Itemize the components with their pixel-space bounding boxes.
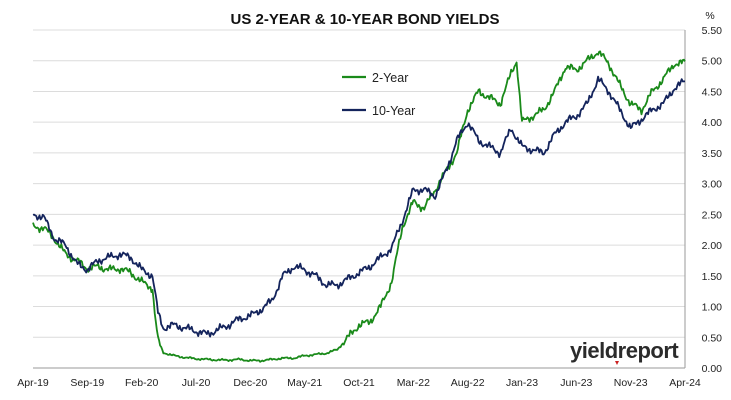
y-tick-label: 5.50	[702, 25, 723, 37]
y-tick-label: 4.50	[702, 86, 723, 98]
chart-title: US 2-YEAR & 10-YEAR BOND YIELDS	[231, 11, 500, 28]
legend: 2-Year 10-Year	[342, 71, 415, 118]
y-tick-label: 3.50	[702, 148, 723, 160]
watermark-accent-icon	[615, 361, 619, 365]
x-tick-label: Sep-19	[70, 377, 104, 389]
y-unit-label: %	[705, 10, 714, 22]
legend-label-10-year: 10-Year	[372, 104, 415, 118]
x-tick-label: Oct-21	[343, 377, 375, 389]
series-line-10-year	[32, 75, 685, 338]
watermark-logo: yieldreport	[570, 338, 680, 365]
y-tick-label: 0.50	[702, 332, 723, 344]
y-tick-label: 1.50	[702, 271, 723, 283]
x-tick-label: May-21	[287, 377, 322, 389]
x-tick-label: Jun-23	[560, 377, 592, 389]
legend-label-2-year: 2-Year	[372, 71, 408, 85]
x-tick-label: Apr-19	[17, 377, 49, 389]
x-tick-label: Feb-20	[125, 377, 158, 389]
x-tick-label: Apr-24	[669, 377, 701, 389]
y-tick-label: 2.50	[702, 209, 723, 221]
x-tick-label: Jul-20	[182, 377, 211, 389]
y-tick-label: 4.00	[702, 117, 723, 129]
watermark-yield-text: yield	[570, 338, 618, 363]
x-tick-label: Nov-23	[614, 377, 648, 389]
x-tick-label: Jan-23	[506, 377, 538, 389]
series-line-2-year	[32, 50, 686, 363]
x-tick-label: Dec-20	[233, 377, 267, 389]
y-tick-label: 5.00	[702, 56, 723, 68]
x-tick-label: Aug-22	[451, 377, 485, 389]
series-lines	[32, 50, 686, 363]
x-tick-label: Mar-22	[397, 377, 430, 389]
y-tick-label: 2.00	[702, 240, 723, 252]
y-tick-label: 3.00	[702, 179, 723, 191]
y-tick-label: 1.00	[702, 302, 723, 314]
svg-text:yieldreport: yieldreport	[570, 338, 679, 363]
x-tick-labels: Apr-19 Sep-19 Feb-20 Jul-20 Dec-20 May-21 Oct-…	[17, 377, 701, 389]
y-tick-label: 0.00	[702, 363, 723, 375]
y-tick-labels: 0.00 0.50 1.00 1.50 2.00 2.50 3.00 3.50 4.00 4.50…	[702, 25, 723, 375]
watermark-report-text: report	[618, 338, 680, 363]
